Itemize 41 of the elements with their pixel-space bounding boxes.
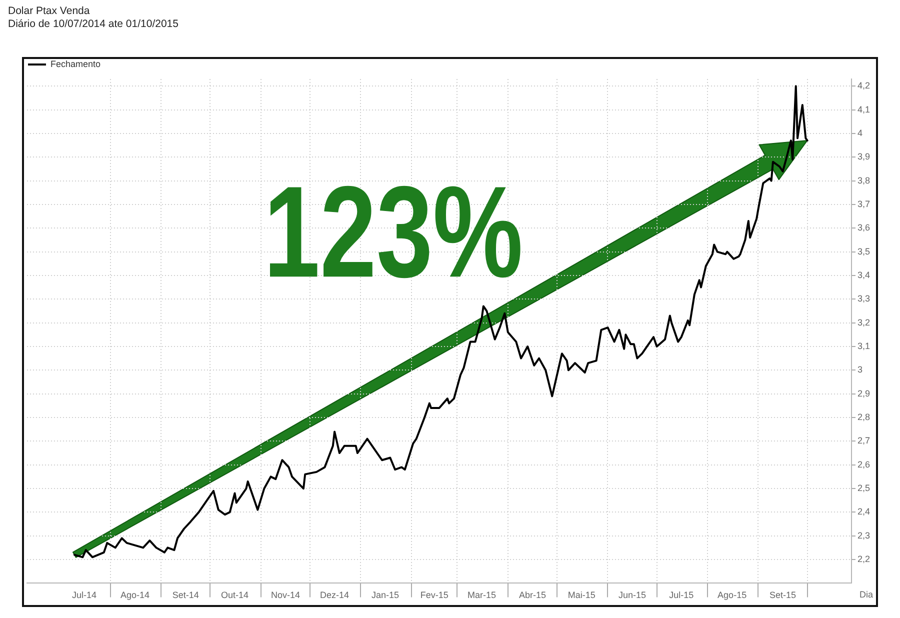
annotation: 123%: [264, 158, 523, 305]
y-tick-label: 3: [857, 364, 863, 375]
y-tick-label: 2,6: [857, 459, 870, 470]
y-tick-label: 3,5: [857, 246, 870, 256]
y-tick-label: 2,5: [857, 483, 870, 493]
x-tick-label: Ago-14: [120, 590, 150, 600]
y-tick-label: 2,9: [857, 388, 870, 398]
x-tick-label: Jul-14: [72, 590, 97, 600]
legend-label: Fechamento: [50, 58, 101, 69]
y-tick-label: 3,2: [857, 317, 870, 328]
x-tick-label: Mai-15: [568, 590, 596, 600]
x-tick-label: Dez-14: [320, 590, 350, 600]
x-tick-label: Jan-15: [371, 590, 400, 600]
chart-subtitle: Diário de 10/07/2014 ate 01/10/2015: [8, 18, 178, 31]
x-axis-title: Dia: [859, 590, 874, 600]
x-tick-label: Fev-15: [420, 590, 448, 600]
x-tick-label: Set-15: [770, 590, 796, 600]
y-tick-label: 4,1: [857, 104, 870, 114]
x-tick-label: Mar-15: [468, 590, 496, 600]
y-tick-label: 2,4: [857, 506, 870, 517]
y-tick-label: 3,9: [857, 152, 870, 162]
x-tick-label: Out-14: [221, 590, 249, 600]
y-tick-label: 2,7: [857, 436, 870, 446]
y-tick-label: 4,2: [857, 80, 870, 91]
x-tick-label: Nov-14: [270, 590, 300, 600]
x-tick-label: Set-14: [172, 590, 199, 600]
y-tick-label: 3,3: [857, 294, 870, 304]
y-tick-label: 3,6: [857, 222, 870, 233]
y-tick-label: 2,2: [857, 554, 870, 564]
y-tick-label: 4: [857, 128, 863, 138]
x-tick-label: Ago-15: [718, 590, 747, 600]
y-tick-label: 3,1: [857, 340, 870, 351]
y-tick-label: 3,7: [857, 198, 870, 209]
chart-title: Dolar Ptax Venda: [8, 5, 91, 18]
x-tick-label: Jun-15: [618, 590, 646, 600]
y-tick-label: 3,8: [857, 175, 870, 186]
x-tick-label: Abr-15: [518, 590, 546, 600]
y-tick-label: 2,3: [857, 530, 870, 540]
y-tick-label: 2,8: [857, 412, 870, 422]
y-tick-label: 3,4: [857, 270, 870, 280]
x-tick-label: Jul-15: [669, 590, 694, 600]
